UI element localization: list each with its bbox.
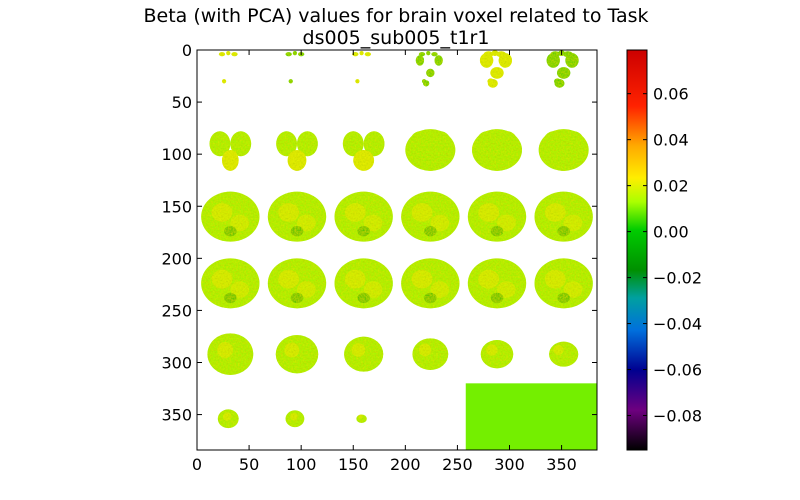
- y-tick-label: 100: [161, 145, 192, 164]
- y-tick-label: 350: [161, 406, 192, 425]
- chart-title-line-1: Beta (with PCA) values for brain voxel r…: [143, 5, 649, 27]
- brain-slice: [201, 191, 260, 242]
- brain-slice: [401, 191, 460, 242]
- brain-slice: [401, 258, 460, 309]
- brain-slice: [275, 335, 319, 374]
- y-tick-label: 200: [161, 249, 192, 268]
- y-tick-label: 50: [172, 93, 192, 112]
- brain-slice: [405, 129, 456, 171]
- y-tick-label: 300: [161, 354, 192, 373]
- brain-slice: [217, 409, 239, 429]
- brain-slice: [538, 129, 589, 171]
- plot-frame: [196, 49, 598, 451]
- brain-slice: [201, 258, 260, 309]
- brain-slice: [467, 191, 527, 242]
- brain-slice: [479, 50, 512, 88]
- colorbar-tick-label: 0.06: [653, 85, 689, 104]
- y-tick-label: 0: [182, 41, 192, 60]
- brain-slice: [285, 410, 305, 428]
- brain-slice: [276, 131, 318, 171]
- empty-region: [465, 383, 597, 450]
- colorbar-tick-label: −0.04: [653, 315, 702, 334]
- colorbar-tick-label: 0.02: [653, 177, 689, 196]
- y-tick-label: 250: [161, 301, 192, 320]
- x-tick-label: 100: [286, 455, 317, 474]
- brain-slice: [472, 129, 522, 171]
- colorbar-gradient: [626, 49, 648, 451]
- brain-slice: [334, 258, 393, 309]
- brain-slice: [534, 191, 593, 242]
- brain-slice: [207, 333, 254, 375]
- brain-slice: [267, 258, 327, 309]
- plot-area: 0 50 100 150 200 250 300 350 0 50 100 150 200 250 300…: [161, 41, 598, 474]
- brain-slice: [334, 191, 393, 242]
- colorbar: 0.06 0.04 0.02 0.00 −0.02 −0.04 −0.06 −0.08: [626, 49, 702, 451]
- brain-slice: [546, 50, 579, 88]
- brain-slice: [209, 131, 252, 171]
- x-tick-label: 0: [192, 455, 202, 474]
- brain-slice: [480, 340, 514, 369]
- x-tick-label: 350: [546, 455, 577, 474]
- brain-slice: [218, 51, 238, 84]
- colorbar-tick-label: −0.02: [653, 269, 702, 288]
- colorbar-ticks: 0.06 0.04 0.02 0.00 −0.02 −0.04 −0.06 −0.08: [627, 85, 702, 426]
- brain-slice: [415, 51, 443, 87]
- x-axis: 0 50 100 150 200 250 300 350: [192, 50, 577, 474]
- x-tick-label: 200: [390, 455, 421, 474]
- y-tick-label: 150: [161, 197, 192, 216]
- brain-slice: [344, 336, 384, 372]
- brain-slice: [412, 338, 449, 370]
- brain-slice: [467, 258, 527, 309]
- chart-title-line-2: ds005_sub005_t1r1: [302, 27, 490, 49]
- colorbar-tick-label: 0.00: [653, 223, 689, 242]
- empty-fill-block: [465, 383, 597, 450]
- slice-mosaic: [201, 50, 593, 429]
- colorbar-tick-label: −0.08: [653, 407, 702, 426]
- y-axis: 0 50 100 150 200 250 300 350: [161, 41, 597, 425]
- brain-slice: [534, 258, 593, 309]
- colorbar-tick-label: 0.04: [653, 131, 689, 150]
- x-tick-label: 50: [239, 455, 259, 474]
- brain-slice: [356, 414, 367, 423]
- x-tick-label: 150: [338, 455, 369, 474]
- x-tick-label: 300: [494, 455, 525, 474]
- brain-slice: [352, 51, 371, 84]
- brain-slice: [267, 191, 327, 242]
- brain-slice: [549, 341, 579, 367]
- brain-slice: [342, 131, 385, 171]
- x-tick-label: 250: [442, 455, 473, 474]
- colorbar-tick-label: −0.06: [653, 361, 702, 380]
